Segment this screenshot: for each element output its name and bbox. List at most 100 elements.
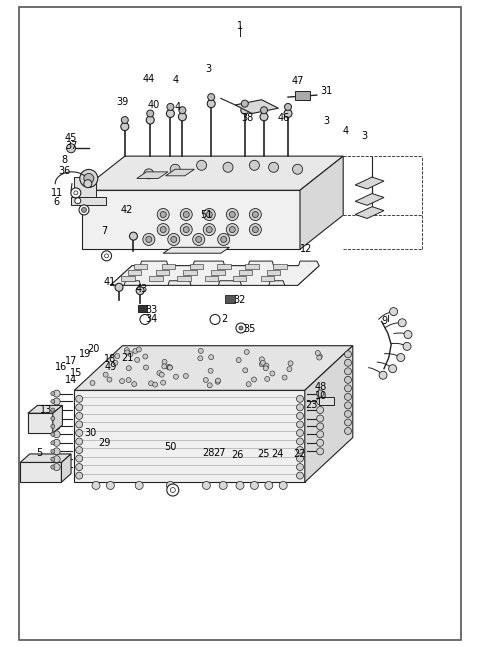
Text: 41: 41: [103, 277, 116, 287]
Bar: [121, 276, 135, 281]
Circle shape: [146, 116, 154, 124]
Polygon shape: [355, 207, 384, 218]
Circle shape: [259, 361, 264, 367]
Circle shape: [160, 211, 166, 218]
Text: 10: 10: [314, 391, 327, 401]
Circle shape: [126, 378, 131, 382]
Circle shape: [76, 464, 83, 470]
Circle shape: [171, 236, 177, 243]
Circle shape: [166, 365, 171, 369]
Polygon shape: [305, 346, 353, 482]
Circle shape: [215, 379, 220, 384]
Polygon shape: [20, 462, 61, 482]
Circle shape: [197, 160, 206, 171]
Text: 16: 16: [55, 362, 68, 373]
Circle shape: [76, 430, 83, 436]
Circle shape: [223, 162, 233, 173]
Polygon shape: [355, 177, 384, 189]
Text: 49: 49: [104, 362, 117, 373]
Circle shape: [206, 226, 212, 233]
Polygon shape: [74, 177, 96, 203]
Text: 35: 35: [243, 324, 256, 335]
Circle shape: [345, 351, 351, 358]
Circle shape: [317, 355, 322, 360]
Polygon shape: [82, 156, 343, 190]
Circle shape: [168, 365, 172, 370]
Circle shape: [192, 234, 205, 245]
Circle shape: [345, 368, 351, 375]
Circle shape: [180, 224, 192, 236]
Bar: [239, 270, 252, 275]
Polygon shape: [235, 100, 278, 113]
Circle shape: [162, 364, 167, 369]
Circle shape: [297, 464, 303, 470]
Circle shape: [317, 431, 324, 438]
Text: 12: 12: [300, 244, 312, 255]
Circle shape: [76, 472, 83, 479]
Bar: [134, 264, 147, 269]
Circle shape: [229, 211, 235, 218]
Circle shape: [252, 377, 256, 382]
Bar: [149, 276, 163, 281]
Circle shape: [297, 396, 303, 402]
Bar: [138, 305, 147, 312]
Circle shape: [121, 117, 128, 123]
Circle shape: [146, 236, 152, 243]
Circle shape: [90, 380, 95, 386]
Text: 1: 1: [237, 21, 243, 31]
Circle shape: [317, 390, 324, 397]
Circle shape: [379, 371, 387, 379]
Circle shape: [51, 441, 55, 445]
Text: 37: 37: [65, 140, 77, 151]
Bar: [267, 270, 280, 275]
Circle shape: [167, 484, 179, 496]
Text: 18: 18: [104, 354, 117, 365]
Bar: [261, 276, 274, 281]
Polygon shape: [300, 156, 343, 249]
Circle shape: [75, 197, 81, 204]
Circle shape: [265, 482, 273, 489]
Circle shape: [183, 211, 189, 218]
Text: 3: 3: [324, 116, 329, 127]
Circle shape: [132, 382, 137, 386]
Circle shape: [168, 365, 172, 370]
Circle shape: [173, 374, 179, 379]
Circle shape: [102, 251, 111, 261]
Bar: [273, 264, 287, 269]
Polygon shape: [163, 247, 229, 253]
Circle shape: [317, 398, 324, 405]
Circle shape: [315, 350, 320, 356]
Circle shape: [92, 482, 100, 489]
Circle shape: [239, 326, 243, 330]
Polygon shape: [74, 346, 353, 390]
Text: 44: 44: [143, 73, 155, 84]
Text: 21: 21: [121, 352, 133, 363]
Circle shape: [206, 211, 212, 218]
Circle shape: [251, 482, 258, 489]
Circle shape: [297, 430, 303, 436]
Circle shape: [317, 354, 322, 359]
Circle shape: [143, 234, 155, 245]
Text: 11: 11: [50, 188, 63, 198]
Circle shape: [259, 357, 264, 362]
Text: 23: 23: [305, 400, 317, 411]
Text: 29: 29: [98, 438, 111, 448]
Circle shape: [82, 207, 86, 213]
Text: 27: 27: [214, 447, 226, 458]
Bar: [205, 276, 218, 281]
Text: 28: 28: [203, 447, 215, 458]
Circle shape: [84, 173, 94, 184]
Circle shape: [84, 180, 92, 188]
Circle shape: [317, 415, 324, 422]
Text: 38: 38: [241, 113, 253, 123]
Text: 17: 17: [65, 356, 77, 366]
Circle shape: [252, 226, 258, 233]
Circle shape: [287, 367, 292, 371]
Text: 33: 33: [145, 305, 157, 316]
Circle shape: [265, 377, 270, 381]
Circle shape: [216, 378, 220, 383]
Circle shape: [67, 144, 75, 153]
Text: 8: 8: [62, 155, 68, 165]
Circle shape: [297, 421, 303, 428]
Circle shape: [389, 365, 396, 373]
